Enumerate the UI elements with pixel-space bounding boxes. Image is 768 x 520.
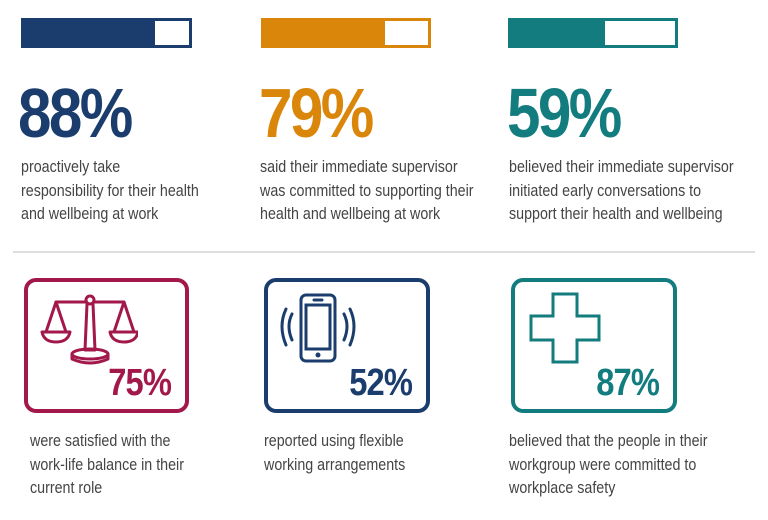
description-line: initiated early conversations to [509,180,702,200]
progress-bar-fill [511,21,605,45]
description-line: working arrangements [264,454,406,474]
description-line: workplace safety [509,478,616,497]
stat-value: 75% [108,362,172,404]
progress-bar [261,18,431,48]
description-line: health and wellbeing at work [260,204,441,223]
stat-description: said their immediate supervisor was comm… [260,155,474,226]
description-line: said their immediate supervisor [260,157,458,176]
stat-description: believed that the people in their workgr… [509,429,707,500]
icon-box: 52% [264,278,430,413]
stat-description: proactively take responsibility for thei… [21,155,199,226]
description-line: believed that the people in their [509,431,708,450]
stat-value: 59% [507,74,622,152]
icon-box: 87% [511,278,677,413]
description-line: were satisfied with the [30,431,171,450]
progress-bar [21,18,192,48]
description-line: and wellbeing at work [21,204,159,223]
description-line: work-life balance in their [30,454,184,474]
stat-value: 87% [596,362,660,404]
description-line: proactively take [21,157,121,176]
progress-bar-fill [264,21,385,45]
scales-icon [40,294,138,365]
stat-value: 79% [259,74,374,152]
description-line: support their health and wellbeing [509,204,723,223]
progress-bar-fill [24,21,155,45]
stat-value: 88% [18,74,133,152]
section-divider [13,251,755,253]
description-line: believed their immediate supervisor [509,157,734,176]
stat-value: 52% [349,362,413,404]
medical-cross-icon [529,292,601,364]
stat-description: were satisfied with the work-life balanc… [30,429,184,500]
stat-description: believed their immediate supervisor init… [509,155,734,226]
description-line: was committed to supporting their [260,180,474,200]
description-line: current role [30,478,103,497]
description-line: reported using flexible [264,431,404,450]
icon-box: 75% [24,278,189,413]
description-line: responsibility for their health [21,180,199,200]
stat-description: reported using flexible working arrangem… [264,429,405,476]
progress-bar [508,18,678,48]
description-line: workgroup were committed to [509,454,697,474]
vibrating-phone-icon [280,293,356,363]
